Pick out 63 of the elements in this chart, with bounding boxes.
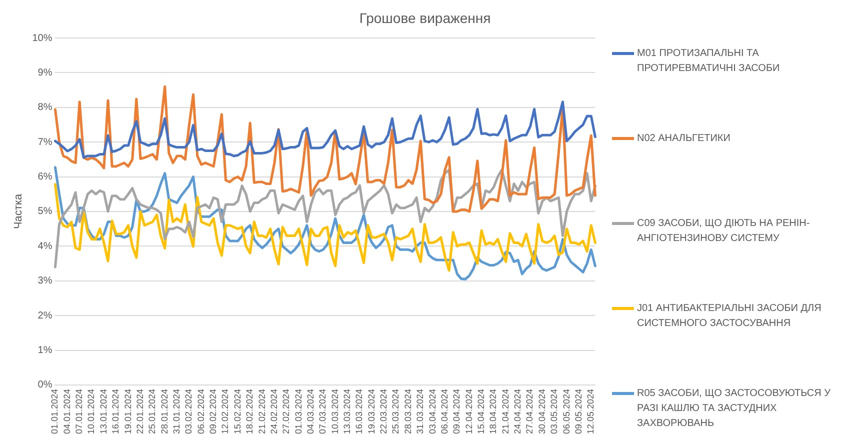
x-tick-label: 10.03.2024 [330,388,340,434]
x-tick-label: 31.03.2024 [415,388,426,434]
y-axis-title: Частка [12,193,25,230]
x-tick-label: 12.05.2024 [586,388,596,434]
x-tick-label: 01.01.2024 [50,388,60,434]
x-tick-label: 22.03.2024 [378,388,389,434]
y-tick-label: 5% [38,206,52,218]
y-tick-label: 9% [38,67,52,78]
x-tick-label: 06.02.2024 [196,388,206,434]
chart-title: Грошове вираження [358,10,492,26]
y-tick-label: 4% [38,240,52,252]
x-tick-label: 24.02.2024 [268,388,279,434]
x-tick-label: 19.01.2024 [122,388,133,434]
legend-label: M01 ПРОТИЗАПАЛЬНІ ТА ПРОТИРЕВМАТИЧНІ ЗАСОБИ [637,47,781,76]
x-tick-label: 03.04.2024 [427,388,438,434]
legend-label: N02 АНАЛЬГЕТИКИ [637,132,732,146]
x-tick-label: 07.03.2024 [318,388,328,434]
x-tick-label: 09.05.2024 [573,388,584,434]
x-tick-label: 30.04.2024 [536,388,547,434]
x-tick-label: 15.04.2024 [476,388,486,434]
x-tick-label: 28.03.2024 [402,388,413,434]
legend-label: J01 АНТИБАКТЕРІАЛЬНІ ЗАСОБИ ДЛЯ СИСТЕМНОГО ЗАСТОСУВАННЯ [637,302,822,331]
x-tick-label: 31.01.2024 [172,388,182,434]
x-tick-label: 10.01.2024 [86,388,96,434]
x-tick-label: 06.04.2024 [439,388,450,434]
y-tick-label: 6% [38,172,52,183]
y-tick-label: 7% [38,136,52,148]
x-tick-label: 21.04.2024 [500,388,510,434]
x-tick-label: 27.02.2024 [281,388,292,434]
x-tick-label: 21.02.2024 [256,388,267,434]
x-tick-label: 18.04.2024 [488,388,498,434]
x-tick-label: 09.02.2024 [208,388,218,434]
x-tick-label: 13.03.2024 [342,388,352,434]
x-tick-label: 09.04.2024 [452,388,462,434]
x-tick-label: 12.04.2024 [464,388,474,434]
x-tick-label: 13.01.2024 [98,388,108,434]
x-tick-label: 16.03.2024 [354,388,364,434]
x-tick-label: 12.02.2024 [220,388,230,434]
x-tick-label: 28.01.2024 [159,388,170,434]
x-tick-label: 25.03.2024 [390,388,401,434]
x-tick-label: 03.02.2024 [184,388,194,434]
x-tick-label: 04.03.2024 [305,388,316,434]
x-tick-label: 24.04.2024 [512,388,523,434]
x-tick-label: 27.04.2024 [524,388,535,434]
y-tick-label: 2% [38,310,52,322]
y-tick-label: 0% [38,380,52,391]
x-tick-label: 07.01.2024 [74,388,84,434]
x-tick-label: 15.02.2024 [232,388,242,434]
x-tick-label: 22.01.2024 [134,388,145,434]
x-tick-label: 16.01.2024 [110,388,121,434]
x-tick-label: 03.05.2024 [549,388,560,434]
legend-label: R05 ЗАСОБИ, ЩО ЗАСТОСОВУЮТЬСЯ У РАЗІ КАШЛЮ ТА ЗАСТУДНИХ ЗАХВОРЮВАНЬ [637,387,832,431]
y-tick-label: 10% [32,32,52,44]
x-tick-label: 06.05.2024 [561,388,572,434]
x-tick-label: 19.03.2024 [366,388,376,434]
y-tick-label: 8% [38,102,52,114]
x-tick-label: 25.01.2024 [147,388,158,434]
legend-label: C09 ЗАСОБИ, ЩО ДІЮТЬ НА РЕНІН-АНГІОТЕНЗИНОВУ СИСТЕМУ [637,217,811,246]
x-tick-label: 18.02.2024 [244,388,255,434]
y-tick-label: 1% [38,345,52,356]
y-tick-label: 3% [38,276,52,287]
x-tick-label: 01.03.2024 [293,388,304,434]
x-tick-label: 04.01.2024 [62,388,72,434]
